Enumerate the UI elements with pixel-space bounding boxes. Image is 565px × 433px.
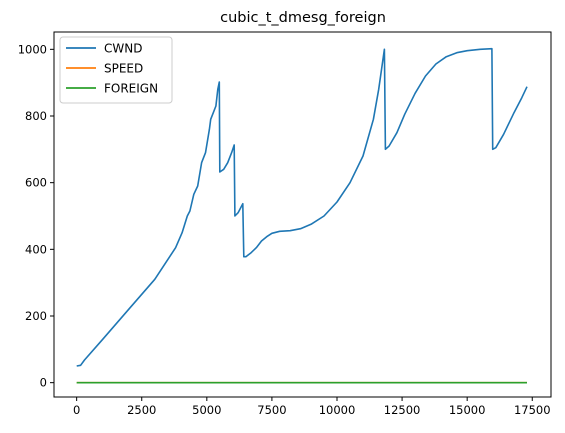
y-tick-label: 800 [25,109,47,123]
x-tick-label: 12500 [384,403,421,417]
legend-label-cwnd: CWND [104,42,142,56]
x-tick-label: 17500 [514,403,551,417]
x-axis: 0 2500 5000 7500 10000 12500 15000 17500 [73,397,551,417]
y-tick-label: 600 [25,176,47,190]
x-tick-label: 0 [73,403,80,417]
y-tick-label: 200 [25,309,47,323]
y-tick-label: 0 [40,376,47,390]
y-tick-label: 400 [25,242,47,256]
legend-box [59,36,173,104]
x-tick-label: 7500 [257,403,286,417]
legend-label-speed: SPEED [104,62,143,76]
x-tick-label: 10000 [319,403,356,417]
legend: CWND SPEED FOREIGN [59,36,173,104]
y-axis: 0 200 400 600 800 1000 [18,42,54,390]
plot-frame [53,31,552,398]
x-tick-label: 15000 [449,403,486,417]
x-tick-label: 2500 [127,403,156,417]
series-line-cwnd [76,47,528,367]
y-tick-label: 1000 [18,42,47,56]
x-tick-label: 5000 [192,403,221,417]
chart-title: cubic_t_dmesg_foreign [220,10,386,26]
series-layer [76,47,528,384]
legend-label-foreign: FOREIGN [104,82,158,96]
